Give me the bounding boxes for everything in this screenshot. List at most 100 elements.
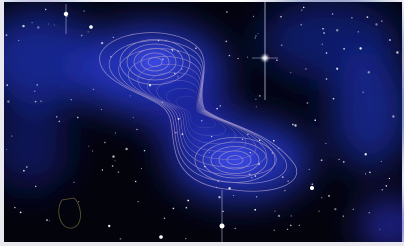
star: [381, 161, 382, 162]
star: [367, 16, 369, 18]
star: [130, 95, 131, 96]
star: [186, 207, 188, 209]
star: [204, 166, 205, 167]
star: [81, 35, 83, 37]
star: [172, 50, 174, 52]
star: [158, 40, 159, 41]
star: [125, 148, 127, 150]
star: [66, 16, 67, 17]
sky-image: [0, 0, 404, 246]
star: [369, 212, 370, 213]
star: [195, 47, 197, 49]
star: [392, 115, 394, 117]
star: [20, 212, 22, 214]
star: [256, 106, 257, 107]
star: [112, 155, 114, 157]
star: [177, 76, 178, 77]
star: [93, 89, 94, 90]
star: [247, 57, 248, 58]
star: [77, 117, 79, 119]
star: [280, 16, 282, 18]
star: [92, 151, 93, 152]
star: [375, 23, 377, 25]
star: [238, 58, 239, 59]
star: [14, 207, 15, 208]
star: [326, 78, 328, 80]
star: [311, 183, 313, 185]
star: [258, 163, 260, 165]
star: [48, 23, 49, 24]
star: [26, 166, 28, 168]
star: [135, 181, 136, 182]
star: [278, 148, 280, 150]
star: [185, 238, 186, 239]
star: [255, 37, 256, 38]
star: [368, 71, 370, 73]
star: [209, 152, 210, 153]
star: [255, 175, 257, 177]
star: [228, 187, 230, 189]
star: [201, 120, 202, 121]
star: [300, 24, 302, 26]
star: [326, 52, 328, 54]
star: [164, 218, 165, 219]
frame-edge: [0, 242, 404, 246]
star: [115, 132, 116, 133]
star: [88, 31, 89, 32]
star: [137, 201, 138, 202]
star: [173, 208, 175, 210]
star: [78, 201, 79, 202]
star: [101, 42, 103, 44]
star: [234, 228, 236, 230]
star: [102, 169, 103, 170]
star: [49, 220, 50, 221]
star: [287, 229, 288, 230]
star: [310, 186, 314, 190]
star: [273, 140, 275, 142]
star: [307, 102, 309, 104]
star: [70, 99, 71, 100]
star: [6, 149, 7, 150]
star: [35, 101, 37, 103]
star: [359, 47, 361, 49]
star: [339, 159, 340, 160]
star: [259, 95, 261, 97]
star: [262, 55, 268, 61]
star: [149, 84, 151, 86]
star: [333, 98, 335, 100]
star: [220, 105, 221, 106]
star: [112, 165, 114, 167]
star: [259, 140, 261, 142]
star: [247, 134, 248, 135]
star: [175, 132, 177, 134]
star: [314, 119, 316, 121]
star: [305, 68, 307, 70]
star: [321, 197, 322, 198]
core: [210, 146, 260, 174]
star: [369, 172, 371, 174]
star: [290, 72, 291, 73]
star: [255, 99, 256, 100]
star: [334, 208, 336, 210]
star: [222, 211, 223, 212]
star: [299, 225, 300, 226]
star: [258, 33, 259, 34]
star: [225, 41, 227, 43]
star: [144, 150, 145, 151]
star: [166, 40, 167, 41]
star: [256, 196, 258, 198]
star: [284, 190, 286, 192]
star: [321, 159, 323, 161]
star: [218, 196, 220, 198]
star: [64, 12, 68, 16]
star: [292, 124, 294, 126]
star: [22, 25, 24, 27]
star: [217, 181, 218, 182]
star: [253, 16, 254, 17]
star: [323, 32, 325, 34]
star: [249, 173, 251, 175]
star: [136, 129, 137, 130]
star: [325, 143, 326, 144]
star: [362, 92, 363, 93]
star: [56, 116, 57, 117]
